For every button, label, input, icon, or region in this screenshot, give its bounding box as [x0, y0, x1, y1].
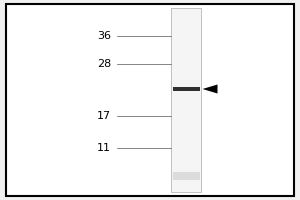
Bar	[172, 172, 200, 180]
Text: 11: 11	[97, 143, 111, 153]
Text: 17: 17	[97, 111, 111, 121]
Bar	[172, 87, 200, 91]
Text: 28: 28	[97, 59, 111, 69]
Bar	[171, 8, 201, 192]
Polygon shape	[202, 84, 217, 93]
Text: 36: 36	[97, 31, 111, 41]
